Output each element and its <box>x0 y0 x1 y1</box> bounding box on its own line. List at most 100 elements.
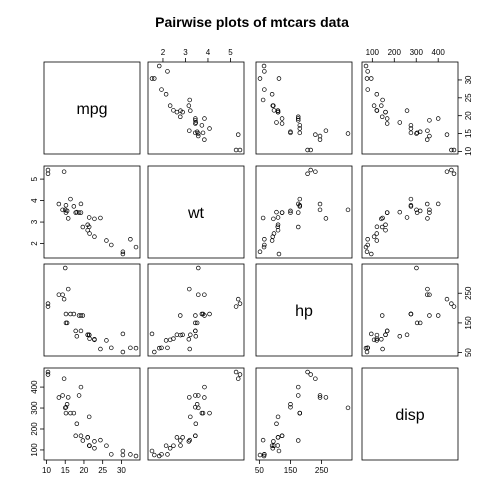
data-point <box>45 304 51 309</box>
data-point <box>87 231 92 236</box>
y-tick-label-hp: 250 <box>464 286 473 300</box>
data-point <box>435 313 441 318</box>
data-point <box>404 215 410 220</box>
data-point <box>104 238 109 243</box>
data-point <box>296 224 301 230</box>
data-point <box>449 167 454 173</box>
data-point <box>383 109 388 115</box>
data-point <box>297 196 303 202</box>
data-point <box>163 91 169 97</box>
data-point <box>379 216 384 222</box>
x-tick-label-disp: 300 <box>410 48 424 57</box>
data-point <box>371 337 377 343</box>
data-point <box>56 292 62 297</box>
data-point <box>379 103 384 108</box>
data-point <box>260 97 266 103</box>
data-point <box>297 130 303 136</box>
data-point <box>262 236 267 242</box>
data-point <box>180 332 185 338</box>
data-point <box>444 296 450 302</box>
data-point <box>237 147 243 153</box>
x-tick-label-mpg: 15 <box>61 466 70 475</box>
data-point <box>262 69 267 74</box>
data-point <box>193 320 198 326</box>
data-point <box>87 336 92 341</box>
panel-disp-hp <box>255 367 353 461</box>
data-point <box>92 439 97 444</box>
data-point <box>279 121 285 126</box>
data-point <box>120 251 126 257</box>
panel-disp-wt <box>147 367 245 461</box>
data-point <box>61 296 67 302</box>
data-point <box>61 376 67 381</box>
data-point <box>297 410 303 416</box>
data-point <box>308 167 313 173</box>
data-point <box>62 405 68 411</box>
data-point <box>417 129 423 135</box>
data-point <box>80 438 86 443</box>
data-point <box>449 147 454 153</box>
data-point <box>379 224 385 230</box>
data-point <box>271 103 276 108</box>
data-point <box>196 131 201 136</box>
data-point <box>92 234 97 239</box>
data-point <box>435 201 441 207</box>
data-point <box>262 242 267 248</box>
data-point <box>365 69 370 74</box>
data-point <box>397 120 403 125</box>
data-point <box>435 116 441 121</box>
data-point <box>444 132 450 137</box>
data-point <box>274 120 279 125</box>
data-point <box>379 336 384 342</box>
data-point <box>193 130 198 136</box>
panel-frame <box>43 61 141 155</box>
data-point <box>207 126 212 131</box>
data-point <box>187 346 192 352</box>
x-tick-label-mpg: 20 <box>79 466 88 475</box>
y-tick-label-disp: 100 <box>30 443 39 457</box>
data-point <box>193 334 199 339</box>
variable-label-wt: wt <box>187 205 205 222</box>
data-point <box>78 328 84 334</box>
data-point <box>424 201 430 207</box>
data-point <box>78 433 84 439</box>
data-point <box>193 393 198 398</box>
data-point <box>193 404 198 410</box>
data-point <box>63 311 69 317</box>
data-point <box>56 395 62 400</box>
data-point <box>275 443 280 448</box>
data-point <box>261 453 267 459</box>
data-point <box>261 244 267 250</box>
panel-mpg-disp <box>361 61 459 155</box>
data-point <box>323 216 329 221</box>
data-point <box>64 402 70 407</box>
data-point <box>187 286 192 292</box>
data-point <box>364 76 370 81</box>
y-tick-label-wt: 3 <box>30 219 39 224</box>
data-point <box>369 251 374 257</box>
data-point <box>404 332 410 338</box>
data-point <box>397 209 403 215</box>
data-point <box>196 292 201 297</box>
data-point <box>45 301 51 306</box>
data-point <box>149 76 155 81</box>
data-point <box>73 328 78 334</box>
data-point <box>165 69 170 74</box>
data-point <box>374 231 380 236</box>
x-tick-label-wt: 5 <box>228 48 233 57</box>
y-tick-label-hp: 50 <box>464 348 473 357</box>
data-point <box>364 349 370 355</box>
data-point <box>383 332 388 338</box>
x-tick-label-mpg: 25 <box>98 466 107 475</box>
data-point <box>271 231 277 236</box>
data-point <box>193 116 198 121</box>
data-point <box>279 210 285 215</box>
data-point <box>178 114 183 120</box>
x-tick-label-mpg: 10 <box>42 466 51 475</box>
data-point <box>379 313 385 318</box>
y-tick-label-mpg: 15 <box>464 129 473 138</box>
y-tick-label-wt: 4 <box>30 198 39 203</box>
data-point <box>167 103 173 108</box>
data-point <box>202 292 207 297</box>
data-point <box>384 121 390 126</box>
